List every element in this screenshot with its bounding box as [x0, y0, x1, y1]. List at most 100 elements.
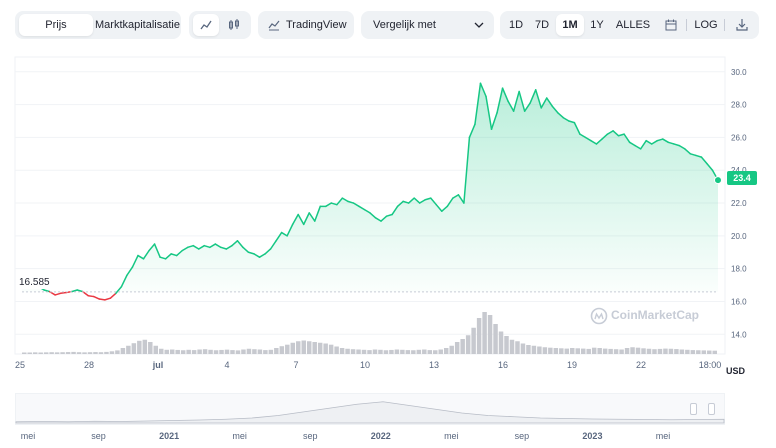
volume-bar: [701, 350, 707, 354]
volume-bar: [76, 352, 82, 354]
price-line-segment: [380, 215, 388, 222]
navigator-right-handle[interactable]: [708, 403, 715, 415]
volume-bar: [27, 352, 32, 354]
chart-toolbar: Prijs Marktkapitalisatie TradingView Ver…: [0, 0, 776, 50]
x-tick-label: 22: [636, 360, 646, 370]
volume-bar: [443, 348, 449, 354]
volume-bar: [65, 352, 71, 354]
x-tick-label: 16: [498, 360, 508, 370]
price-line-segment: [546, 97, 554, 107]
price-line-segment: [551, 105, 559, 114]
price-line-segment: [463, 136, 471, 204]
coinmarketcap-watermark: CoinMarketCap: [590, 307, 699, 325]
calendar-icon: [665, 19, 677, 31]
price-line-segment: [220, 246, 228, 250]
tab-price[interactable]: Prijs: [19, 14, 93, 36]
volume-bar: [252, 349, 257, 354]
price-line-segment: [269, 240, 277, 250]
date-range-button[interactable]: [660, 14, 682, 36]
volume-bar: [296, 341, 301, 354]
volume-bar: [328, 344, 334, 354]
volume-bar: [378, 349, 383, 354]
volume-bar: [471, 327, 476, 354]
price-line-segment: [639, 139, 647, 150]
x-tick-label: 10: [360, 360, 370, 370]
range-7d[interactable]: 7D: [534, 19, 550, 31]
volume-bar: [630, 347, 635, 354]
compare-dropdown[interactable]: Vergelijk met: [361, 11, 494, 39]
toolbar-divider: [724, 19, 725, 31]
price-line-segment: [131, 254, 139, 268]
volume-bar: [208, 349, 213, 354]
volume-bar: [43, 352, 49, 354]
price-line-segment: [76, 289, 84, 293]
volume-bar: [498, 331, 504, 354]
volume-bar: [38, 352, 43, 354]
tab-market-cap[interactable]: Marktkapitalisatie: [95, 19, 180, 31]
volume-bar: [580, 348, 586, 354]
y-tick-label: 26.0: [731, 133, 747, 142]
volume-bar: [274, 348, 279, 354]
volume-bar: [476, 318, 482, 354]
volume-bar: [186, 349, 191, 354]
volume-bar: [559, 348, 564, 354]
price-line-segment: [297, 213, 305, 226]
volume-bar: [60, 352, 65, 354]
price-line-segment: [291, 213, 299, 226]
price-line-segment: [485, 95, 493, 130]
candlestick-button[interactable]: [221, 14, 247, 36]
price-line-segment: [623, 133, 631, 144]
volume-bar: [646, 348, 652, 354]
price-line-segment: [363, 208, 371, 214]
price-line-segment: [203, 244, 211, 249]
volume-bar: [520, 343, 526, 354]
volume-bar: [32, 352, 38, 354]
volume-bar: [624, 348, 630, 354]
range-1m[interactable]: 1M: [556, 14, 584, 36]
volume-bar: [482, 312, 487, 354]
y-tick-label: 16.0: [731, 297, 747, 306]
price-line-segment: [209, 243, 217, 249]
range-1d[interactable]: 1D: [508, 19, 524, 31]
line-chart-icon: [200, 20, 212, 30]
price-line-segment: [242, 246, 250, 254]
volume-bar: [339, 348, 345, 354]
price-line-segment: [402, 200, 410, 204]
price-line-segment: [501, 87, 509, 103]
price-line-segment: [236, 240, 244, 249]
price-line-segment: [706, 162, 714, 171]
volume-bar: [268, 349, 274, 354]
current-price-label: 23.4: [727, 171, 757, 185]
range-all[interactable]: ALLES: [615, 19, 651, 31]
volume-bar: [142, 339, 148, 354]
volume-bar: [411, 350, 416, 354]
price-line-segment: [198, 244, 206, 250]
price-line-segment: [352, 202, 360, 208]
volume-bar: [487, 315, 493, 354]
range-1y[interactable]: 1Y: [590, 19, 604, 31]
price-line-segment: [634, 144, 642, 150]
volume-bar: [367, 350, 372, 354]
navigator-left-handle[interactable]: [690, 403, 697, 415]
log-scale-button[interactable]: LOG: [694, 19, 718, 31]
price-line-segment: [562, 116, 570, 122]
navigator-x-label: sep: [91, 431, 106, 441]
navigator-x-label: sep: [515, 431, 530, 441]
download-button[interactable]: [730, 14, 754, 36]
volume-bar: [504, 336, 509, 354]
volume-bar: [93, 352, 98, 354]
volume-bar: [104, 351, 109, 354]
price-line-segment: [175, 249, 183, 257]
price-line-segment: [650, 139, 658, 145]
price-line-segment: [584, 136, 592, 142]
volume-bar: [586, 348, 591, 354]
navigator-x-label: mei: [444, 431, 459, 441]
line-chart-button[interactable]: [193, 14, 219, 36]
volume-bar: [241, 349, 246, 354]
tradingview-button[interactable]: TradingView: [258, 11, 354, 39]
price-line-segment: [336, 197, 344, 206]
volume-bar: [537, 346, 542, 354]
volume-bar: [230, 350, 235, 354]
price-line-segment: [490, 112, 498, 130]
